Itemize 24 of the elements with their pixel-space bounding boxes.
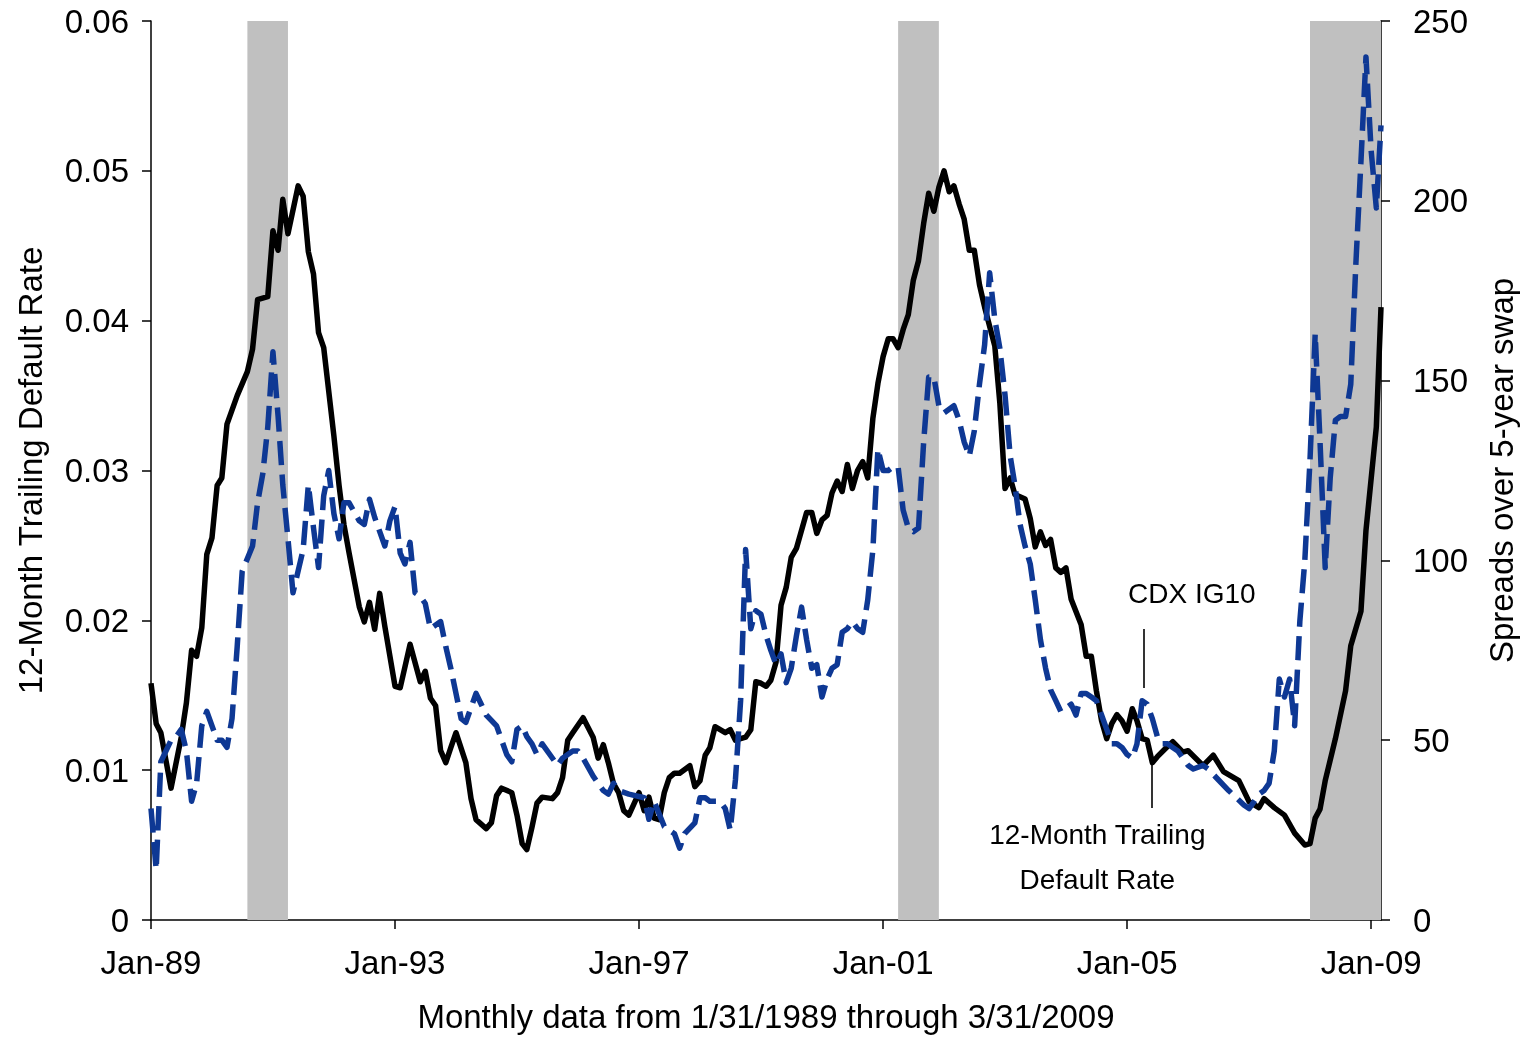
x-tick-label: Jan-05	[1076, 944, 1178, 981]
y2-tick-label: 200	[1413, 182, 1469, 220]
y-tick-label: 0	[110, 901, 129, 939]
y-axis-title: 12-Month Trailing Default Rate	[12, 246, 49, 695]
y-tick-label: 0.03	[64, 452, 129, 489]
annotation: CDX IG10	[1128, 577, 1256, 611]
y-tick-label: 0.02	[64, 601, 129, 639]
x-tick-label: Jan-93	[344, 944, 446, 981]
x-tick-label: Jan-97	[588, 944, 690, 981]
y2-tick-label: 150	[1413, 362, 1469, 400]
y-tick-label: 0.01	[64, 751, 129, 789]
y-tick-label: 0.06	[64, 2, 129, 40]
x-tick-label: Jan-89	[100, 944, 202, 981]
y-tick-label: 0.04	[64, 302, 129, 340]
x-axis-title: Monthly data from 1/31/1989 through 3/31/2009	[417, 998, 1115, 1035]
y2-axis-title: Spreads over 5-year swap	[1483, 277, 1520, 664]
y2-tick-label: 100	[1413, 541, 1469, 579]
y2-tick-label: 50	[1413, 721, 1450, 759]
x-tick-label: Jan-09	[1320, 944, 1422, 981]
y2-tick-label: 0	[1413, 901, 1432, 939]
x-tick-label: Jan-01	[832, 944, 934, 981]
y2-tick-label: 250	[1413, 2, 1469, 40]
y-tick-label: 0.05	[64, 152, 129, 190]
annotation: 12-Month Trailing Default Rate	[988, 817, 1207, 897]
